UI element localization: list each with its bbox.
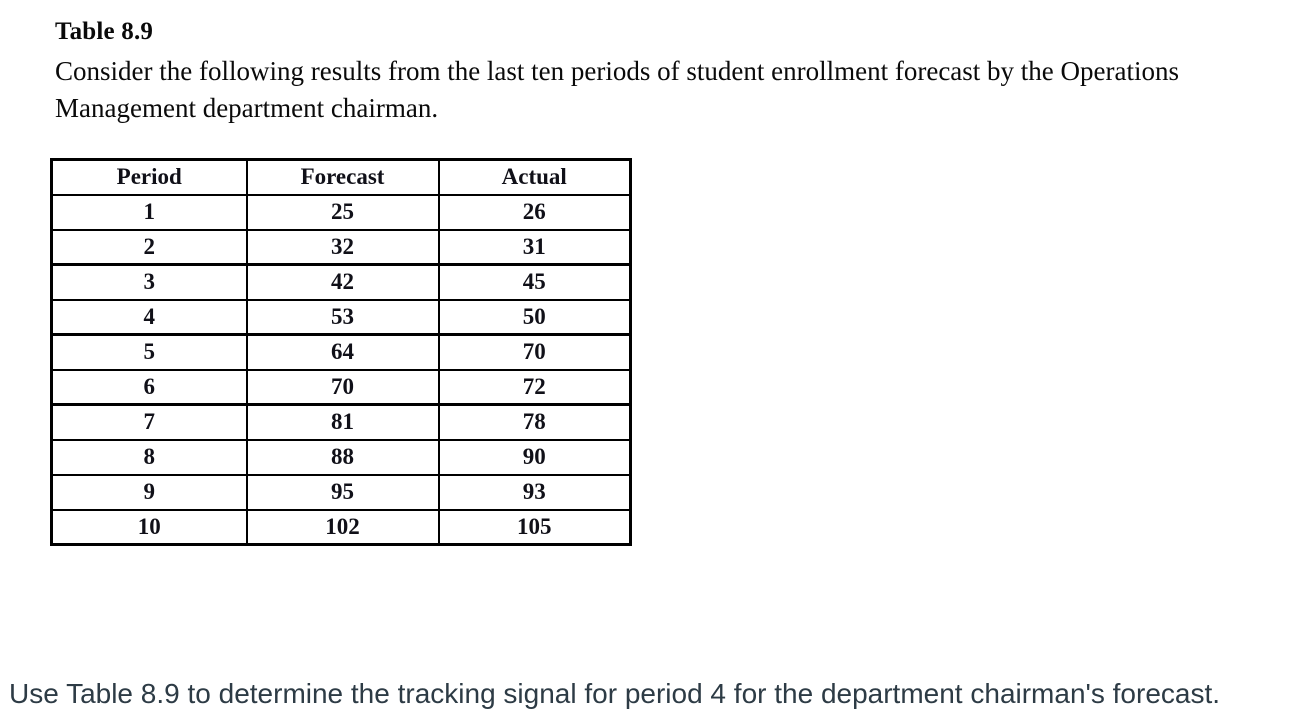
table-cell: 93 — [437, 473, 632, 511]
table-cell: 9 — [50, 473, 248, 511]
table-cell: 105 — [437, 508, 632, 546]
table-cell: 95 — [245, 473, 440, 511]
intro-line-2: Management department chairman. — [55, 92, 439, 123]
table-cell: 42 — [245, 263, 440, 301]
table-cell: 81 — [245, 403, 440, 441]
table-cell: 64 — [245, 333, 440, 371]
table-body: 1 25 26 2 32 31 3 42 45 4 53 50 5 64 70 6 70 72 7 81 78 8 88 90… — [50, 193, 632, 546]
column-header-forecast: Forecast — [245, 158, 440, 196]
column-header-period: Period — [50, 158, 248, 196]
table-row: 10 102 105 — [50, 508, 632, 546]
table-cell: 7 — [50, 403, 248, 441]
table-row: 6 70 72 — [50, 368, 632, 406]
table-cell: 25 — [245, 193, 440, 231]
table-row: 5 64 70 — [50, 333, 632, 371]
table-row: 2 32 31 — [50, 228, 632, 266]
table-caption: Table 8.9 — [55, 18, 154, 45]
table-cell: 102 — [245, 508, 440, 546]
table-cell: 4 — [50, 298, 248, 336]
table-row: 9 95 93 — [50, 473, 632, 511]
question-text: Use Table 8.9 to determine the tracking … — [9, 678, 1221, 709]
table-cell: 1 — [50, 193, 248, 231]
table-row: 3 42 45 — [50, 263, 632, 301]
table-cell: 78 — [437, 403, 632, 441]
table-header-row: Period Forecast Actual — [50, 158, 632, 196]
table-cell: 31 — [437, 228, 632, 266]
table-row: 7 81 78 — [50, 403, 632, 441]
table-cell: 70 — [437, 333, 632, 371]
table-cell: 10 — [50, 508, 248, 546]
table-cell: 32 — [245, 228, 440, 266]
table-cell: 50 — [437, 298, 632, 336]
table-cell: 70 — [245, 368, 440, 406]
table-cell: 88 — [245, 438, 440, 476]
enrollment-forecast-table: Period Forecast Actual 1 25 26 2 32 31 3 42 45 4 5… — [50, 158, 632, 546]
table-cell: 6 — [50, 368, 248, 406]
table-row: 8 88 90 — [50, 438, 632, 476]
intro-line-1: Consider the following results from the … — [55, 56, 1179, 86]
table-cell: 2 — [50, 228, 248, 266]
table-row: 4 53 50 — [50, 298, 632, 336]
column-header-actual: Actual — [437, 158, 632, 196]
table-cell: 26 — [437, 193, 632, 231]
document-excerpt: Table 8.9 Consider the following results… — [55, 16, 1179, 126]
table-cell: 45 — [437, 263, 632, 301]
intro-paragraph: Consider the following results from the … — [55, 53, 1179, 126]
table-cell: 5 — [50, 333, 248, 371]
table-cell: 8 — [50, 438, 248, 476]
table-row: 1 25 26 — [50, 193, 632, 231]
table-cell: 72 — [437, 368, 632, 406]
table-cell: 53 — [245, 298, 440, 336]
table-cell: 90 — [437, 438, 632, 476]
table-cell: 3 — [50, 263, 248, 301]
